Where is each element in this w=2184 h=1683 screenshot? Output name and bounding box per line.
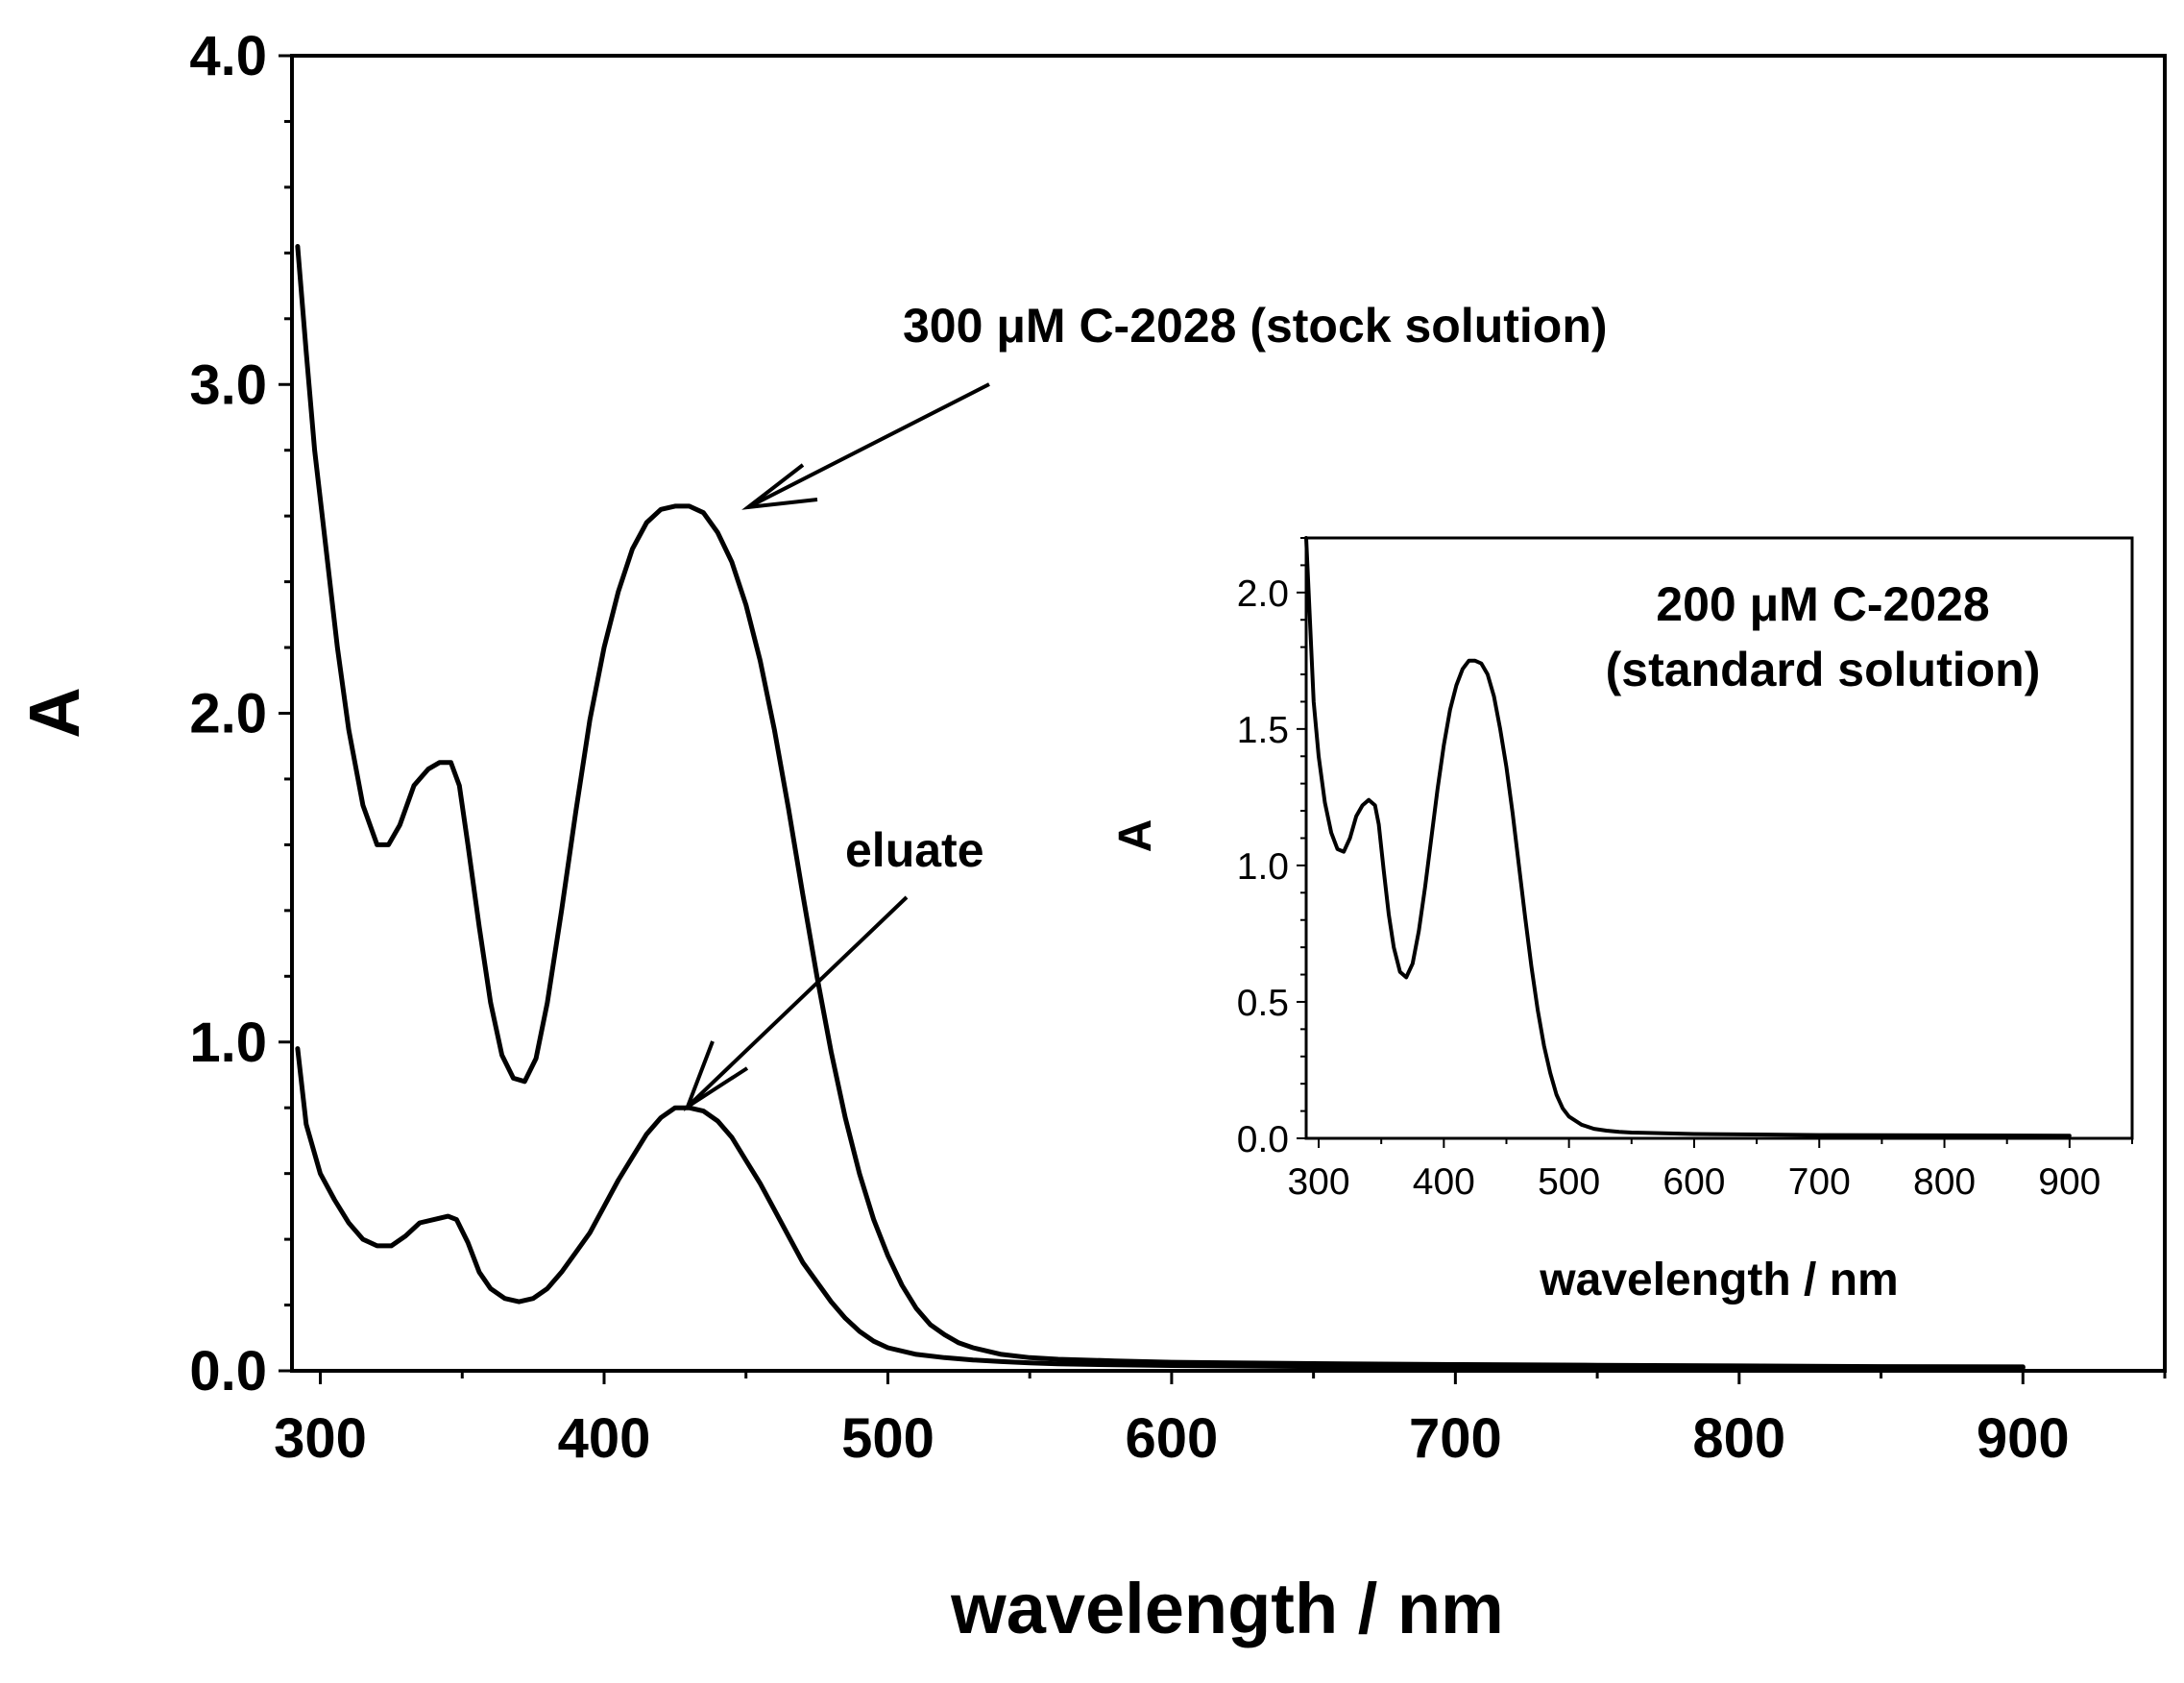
inset-series-group	[1304, 536, 2072, 1138]
stock-solution-arrowhead	[741, 463, 818, 510]
eluate-annotation: eluate	[845, 823, 984, 877]
main-chart: 300 400 500 600 700 800 900 0.01.02.03.04.0 A …	[14, 25, 2167, 1648]
inset-x-tick-label: 400	[1413, 1161, 1475, 1203]
main-x-tick-label: 600	[1126, 1407, 1219, 1470]
main-y-ticks: 0.0 1.0 2.0 3.0 4.0	[189, 25, 292, 1402]
inset-x-tick-label: 900	[2038, 1161, 2100, 1203]
inset-x-tick-label: 700	[1788, 1161, 1851, 1203]
stock-solution-arrow-shaft	[747, 382, 990, 509]
inset-y-axis-label: A	[1110, 819, 1161, 853]
main-x-tick-label: 800	[1692, 1407, 1785, 1470]
main-x-tick-label: 300	[274, 1407, 367, 1470]
inset-y-tick-label: 0.5	[1237, 983, 1289, 1024]
inset-chart: 300 400 500 600 700 800 900 0.00.51.01.52.0 A …	[1110, 536, 2134, 1305]
inset-y-tick-label: 1.5	[1237, 710, 1289, 751]
inset-plot-frame	[1304, 536, 2134, 1140]
inset-y-tick-label: 1.0	[1237, 846, 1289, 888]
main-y-tick-label: 1.0	[189, 1012, 267, 1074]
main-series-line-2	[295, 1046, 2026, 1371]
eluate-arrowhead	[683, 1040, 749, 1111]
main-x-tick-label: 700	[1409, 1407, 1502, 1470]
main-x-ticks: 300 400 500 600 700 800 900	[274, 1371, 2167, 1470]
inset-x-tick-label: 500	[1538, 1161, 1600, 1203]
stock-solution-annotation: 300 μM C-2028 (stock solution)	[903, 299, 1608, 353]
main-x-tick-label: 500	[841, 1407, 934, 1470]
inset-x-axis-label: wavelength / nm	[1539, 1255, 1898, 1305]
main-series-group	[295, 244, 2026, 1371]
standard-solution-annotation-line1: 200 μM C-2028	[1656, 577, 1989, 631]
inset-series-line-1	[1304, 536, 2072, 1138]
inset-y-tick-label: 0.0	[1237, 1119, 1289, 1160]
main-x-tick-label: 900	[1977, 1407, 2070, 1470]
inset-x-tick-label: 300	[1287, 1161, 1349, 1203]
inset-x-tick-label: 600	[1662, 1161, 1725, 1203]
inset-y-ticks: 0.0 0.5 1.0 1.5 2.0	[1237, 537, 1306, 1160]
main-y-tick-label: 0.0	[189, 1340, 267, 1402]
main-y-tick-label: 4.0	[189, 25, 267, 87]
main-x-tick-label: 400	[558, 1407, 651, 1470]
main-y-tick-label: 2.0	[189, 683, 267, 745]
main-y-tick-label: 3.0	[189, 354, 267, 416]
inset-x-ticks: 300 400 500 600 700 800 900	[1287, 1138, 2133, 1203]
main-x-axis-label: wavelength / nm	[950, 1569, 1504, 1648]
eluate-arrow-shaft	[686, 895, 909, 1109]
standard-solution-annotation-line2: (standard solution)	[1606, 643, 2041, 696]
main-y-axis-label: A	[14, 687, 94, 738]
inset-y-tick-label: 2.0	[1237, 573, 1289, 615]
main-series-line-1	[295, 244, 2026, 1370]
inset-x-tick-label: 800	[1913, 1161, 1976, 1203]
